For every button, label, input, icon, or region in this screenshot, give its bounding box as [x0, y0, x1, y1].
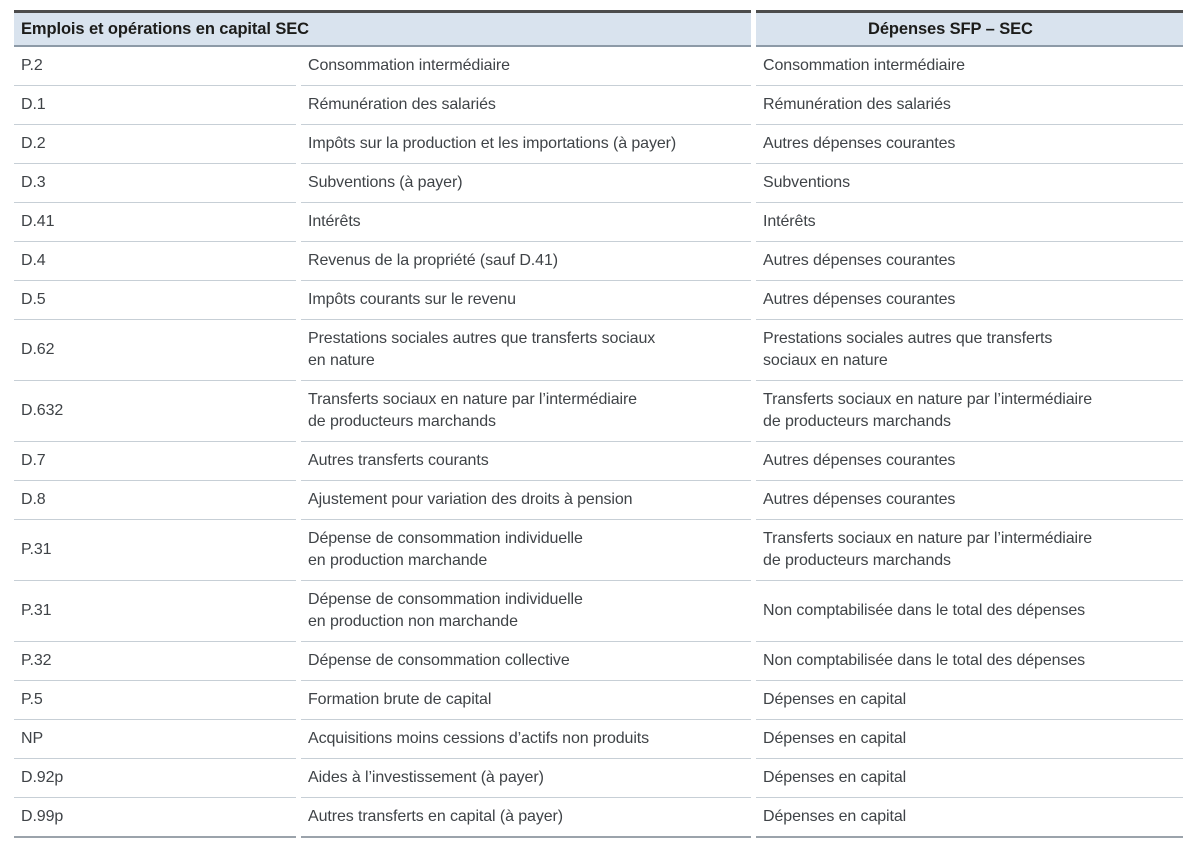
- cell-sfp-classification: Transferts sociaux en nature par l’inter…: [756, 520, 1184, 581]
- table-row: P.31 Dépense de consommation individuell…: [14, 520, 1184, 581]
- cell-sec-code: D.632: [14, 381, 296, 442]
- cell-sec-code: P.32: [14, 642, 296, 681]
- cell-sec-code: D.41: [14, 203, 296, 242]
- cell-sec-description: Subventions (à payer): [301, 164, 752, 203]
- cell-sec-code: D.8: [14, 481, 296, 520]
- cell-sec-code: D.92p: [14, 759, 296, 798]
- cell-sec-description: Impôts sur la production et les importat…: [301, 125, 752, 164]
- cell-sec-description: Dépense de consommation individuelle en …: [301, 520, 752, 581]
- cell-sec-code: D.99p: [14, 798, 296, 838]
- table-row: D.1 Rémunération des salariés Rémunérati…: [14, 86, 1184, 125]
- header-depenses-sfp-sec: Dépenses SFP – SEC: [756, 10, 1184, 47]
- table-row: P.31 Dépense de consommation individuell…: [14, 581, 1184, 642]
- cell-sec-code: P.2: [14, 47, 296, 86]
- cell-sec-description: Consommation intermédiaire: [301, 47, 752, 86]
- cell-sfp-classification: Non comptabilisée dans le total des dépe…: [756, 642, 1184, 681]
- cell-sec-code: P.31: [14, 520, 296, 581]
- cell-sfp-classification: Autres dépenses courantes: [756, 481, 1184, 520]
- table-row: P.32 Dépense de consommation collective …: [14, 642, 1184, 681]
- table-row: D.632 Transferts sociaux en nature par l…: [14, 381, 1184, 442]
- cell-sec-description: Aides à l’investissement (à payer): [301, 759, 752, 798]
- cell-sec-code: P.31: [14, 581, 296, 642]
- cell-sec-description: Formation brute de capital: [301, 681, 752, 720]
- cell-sec-description: Prestations sociales autres que transfer…: [301, 320, 752, 381]
- cell-sfp-classification: Autres dépenses courantes: [756, 281, 1184, 320]
- table-row: P.2 Consommation intermédiaire Consommat…: [14, 47, 1184, 86]
- header-emplois-operations-sec: Emplois et opérations en capital SEC: [14, 10, 752, 47]
- cell-sec-description: Intérêts: [301, 203, 752, 242]
- cell-sec-description: Rémunération des salariés: [301, 86, 752, 125]
- table-row: D.62 Prestations sociales autres que tra…: [14, 320, 1184, 381]
- cell-sec-description: Ajustement pour variation des droits à p…: [301, 481, 752, 520]
- cell-sfp-classification: Autres dépenses courantes: [756, 442, 1184, 481]
- cell-sec-description: Revenus de la propriété (sauf D.41): [301, 242, 752, 281]
- cell-sec-code: D.4: [14, 242, 296, 281]
- header-row: Emplois et opérations en capital SEC Dép…: [14, 10, 1184, 47]
- cell-sec-description: Impôts courants sur le revenu: [301, 281, 752, 320]
- cell-sec-description: Transferts sociaux en nature par l’inter…: [301, 381, 752, 442]
- table-row: P.5 Formation brute de capital Dépenses …: [14, 681, 1184, 720]
- cell-sfp-classification: Consommation intermédiaire: [756, 47, 1184, 86]
- cell-sfp-classification: Autres dépenses courantes: [756, 125, 1184, 164]
- cell-sec-description: Dépense de consommation individuelle en …: [301, 581, 752, 642]
- cell-sfp-classification: Autres dépenses courantes: [756, 242, 1184, 281]
- cell-sfp-classification: Dépenses en capital: [756, 720, 1184, 759]
- table-row: D.5 Impôts courants sur le revenu Autres…: [14, 281, 1184, 320]
- cell-sec-description: Dépense de consommation collective: [301, 642, 752, 681]
- cell-sfp-classification: Dépenses en capital: [756, 681, 1184, 720]
- table-row: NP Acquisitions moins cessions d’actifs …: [14, 720, 1184, 759]
- table-row: D.2 Impôts sur la production et les impo…: [14, 125, 1184, 164]
- cell-sec-description: Acquisitions moins cessions d’actifs non…: [301, 720, 752, 759]
- table-row: D.7 Autres transferts courants Autres dé…: [14, 442, 1184, 481]
- cell-sec-description: Autres transferts courants: [301, 442, 752, 481]
- cell-sec-code: D.5: [14, 281, 296, 320]
- table-row: D.41 Intérêts Intérêts: [14, 203, 1184, 242]
- cell-sfp-classification: Dépenses en capital: [756, 759, 1184, 798]
- cell-sec-description: Autres transferts en capital (à payer): [301, 798, 752, 838]
- cell-sfp-classification: Prestations sociales autres que transfer…: [756, 320, 1184, 381]
- table-row: D.92p Aides à l’investissement (à payer)…: [14, 759, 1184, 798]
- cell-sec-code: D.7: [14, 442, 296, 481]
- cell-sec-code: NP: [14, 720, 296, 759]
- table-row: D.8 Ajustement pour variation des droits…: [14, 481, 1184, 520]
- cell-sec-code: D.62: [14, 320, 296, 381]
- table-row: D.3 Subventions (à payer) Subventions: [14, 164, 1184, 203]
- table-row: D.99p Autres transferts en capital (à pa…: [14, 798, 1184, 838]
- cell-sfp-classification: Dépenses en capital: [756, 798, 1184, 838]
- table-row: D.4 Revenus de la propriété (sauf D.41) …: [14, 242, 1184, 281]
- cell-sec-code: D.1: [14, 86, 296, 125]
- table-header: Emplois et opérations en capital SEC Dép…: [14, 10, 1184, 47]
- cell-sfp-classification: Subventions: [756, 164, 1184, 203]
- sec-sfp-mapping-table: Emplois et opérations en capital SEC Dép…: [9, 10, 1188, 838]
- cell-sfp-classification: Intérêts: [756, 203, 1184, 242]
- cell-sfp-classification: Rémunération des salariés: [756, 86, 1184, 125]
- cell-sec-code: P.5: [14, 681, 296, 720]
- cell-sec-code: D.2: [14, 125, 296, 164]
- cell-sec-code: D.3: [14, 164, 296, 203]
- cell-sfp-classification: Non comptabilisée dans le total des dépe…: [756, 581, 1184, 642]
- table-body: P.2 Consommation intermédiaire Consommat…: [14, 47, 1184, 838]
- cell-sfp-classification: Transferts sociaux en nature par l’inter…: [756, 381, 1184, 442]
